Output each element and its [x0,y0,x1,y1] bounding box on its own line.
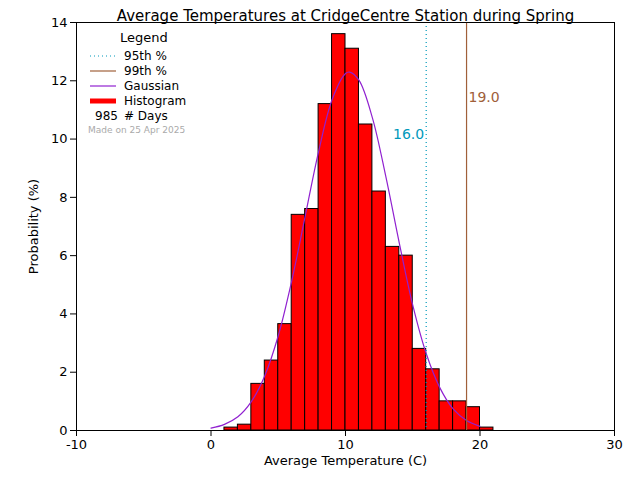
svg-text:14: 14 [51,15,68,30]
html-text:# Days: # Days [124,108,168,123]
svg-text:4: 4 [59,306,67,321]
svg-text:19.0: 19.0 [469,89,500,105]
svg-text:10: 10 [337,437,354,452]
svg-text:6: 6 [59,248,67,263]
svg-text:30: 30 [606,437,623,452]
svg-text:-10: -10 [66,437,87,452]
svg-text:Probability (%): Probability (%) [26,179,41,274]
svg-text:12: 12 [51,73,68,88]
html-text:99th %: 99th % [124,63,167,78]
html-text:Histogram: Histogram [124,93,187,108]
svg-text:0: 0 [207,437,215,452]
svg-text:20: 20 [472,437,489,452]
html-text:95th %: 95th % [124,48,167,63]
html-text:Made on 25 Apr 2025: Made on 25 Apr 2025 [88,125,186,135]
svg-text:16.0: 16.0 [393,126,424,142]
svg-text:0: 0 [59,423,67,438]
html-text:Legend: Legend [120,30,168,45]
html-text:985: 985 [95,108,118,123]
svg-text:2: 2 [59,364,67,379]
html-text:Gaussian: Gaussian [124,78,180,93]
svg-text:Average Temperatures at Cridge: Average Temperatures at CridgeCentre Sta… [117,7,574,25]
svg-text:Average Temperature (C): Average Temperature (C) [264,453,427,468]
svg-text:8: 8 [59,190,67,205]
svg-text:10: 10 [51,131,68,146]
